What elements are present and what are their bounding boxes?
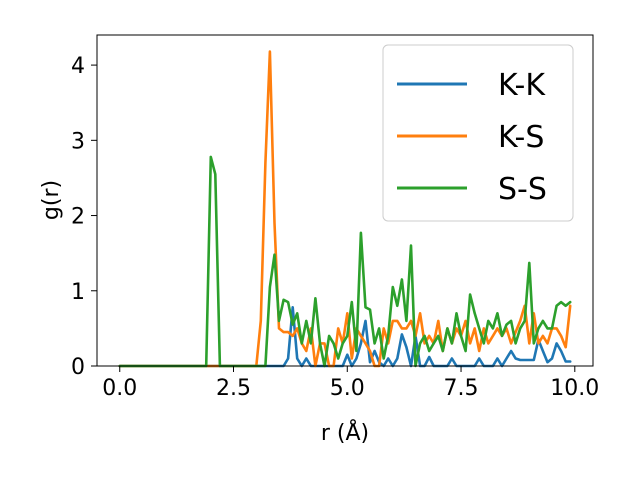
x-axis-ticks: 0.0 2.5 5.0 7.5 10.0 (102, 366, 599, 401)
legend-label-s-s: S-S (498, 172, 547, 207)
y-tick-label: 3 (71, 129, 85, 154)
legend-label-k-s: K-S (498, 120, 544, 155)
x-axis-label: r (Å) (321, 419, 369, 446)
x-tick-label: 10.0 (550, 376, 599, 401)
y-tick-label: 2 (71, 205, 85, 230)
y-axis-ticks: 0 1 2 3 4 (71, 54, 97, 380)
series-line-s-s (118, 155, 572, 368)
y-tick-label: 4 (71, 54, 85, 79)
y-axis-label: g(r) (39, 180, 64, 220)
x-tick-label: 7.5 (444, 376, 479, 401)
series-line-k-s (118, 50, 572, 368)
y-tick-label: 1 (71, 280, 85, 305)
x-tick-label: 2.5 (216, 376, 251, 401)
x-tick-label: 0.0 (102, 376, 137, 401)
legend-box (382, 44, 574, 222)
legend: K-K K-S S-S (382, 44, 574, 222)
y-tick-label: 0 (71, 355, 85, 380)
legend-entries: K-K K-S S-S (397, 68, 547, 207)
plot-frame (96, 34, 594, 367)
x-tick-label: 5.0 (330, 376, 365, 401)
legend-label-k-k: K-K (498, 68, 546, 103)
